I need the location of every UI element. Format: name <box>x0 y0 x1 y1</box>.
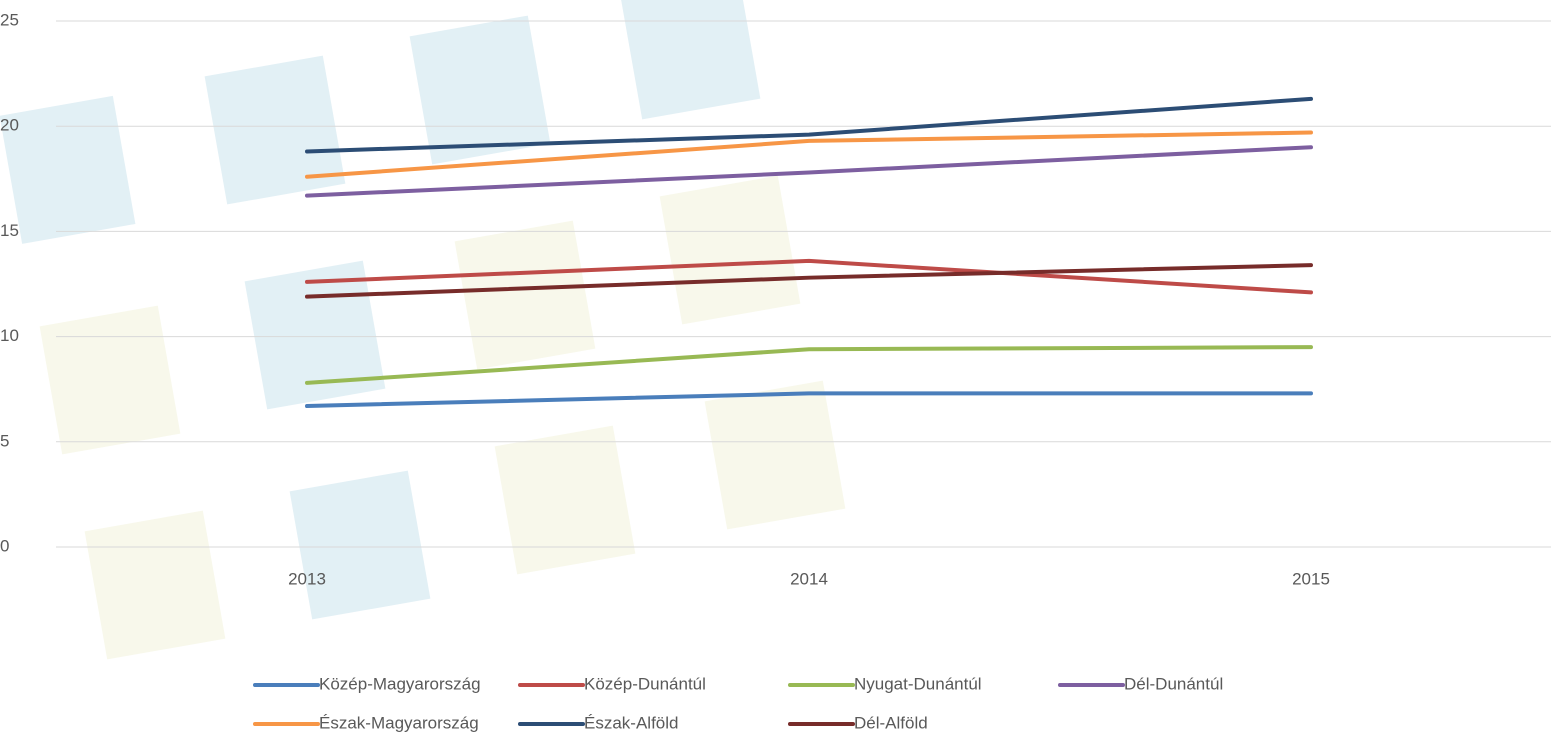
series-line <box>305 258 1313 295</box>
y-tick-label: 20 <box>0 116 19 135</box>
series-line <box>305 96 1313 154</box>
y-tick-label: 10 <box>0 326 19 345</box>
legend-label: Közép-Magyarország <box>319 674 481 693</box>
series-line <box>305 345 1313 385</box>
series-line <box>305 263 1313 299</box>
legend-label: Dél-Dunántúl <box>1124 674 1223 693</box>
y-tick-label: 25 <box>0 10 19 29</box>
x-tick-label: 2014 <box>790 569 828 588</box>
legend-label: Nyugat-Dunántúl <box>854 674 982 693</box>
series-line <box>305 391 1313 409</box>
x-tick-label: 2013 <box>288 569 326 588</box>
legend-label: Észak-Alföld <box>584 713 678 732</box>
y-tick-label: 15 <box>0 221 19 240</box>
y-tick-label: 5 <box>0 431 9 450</box>
series-line <box>305 145 1313 198</box>
legend-label: Dél-Alföld <box>854 713 928 732</box>
legend-label: Közép-Dunántúl <box>584 674 706 693</box>
x-tick-label: 2015 <box>1292 569 1330 588</box>
background-decoration <box>0 0 846 660</box>
y-tick-label: 0 <box>0 536 9 555</box>
series-line <box>305 130 1313 179</box>
legend-label: Észak-Magyarország <box>319 713 479 732</box>
